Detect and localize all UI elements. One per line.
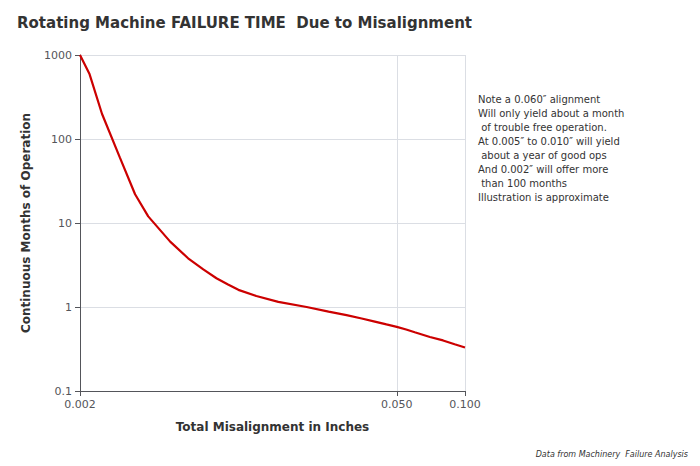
svg-text:Note a 0.060″ alignment: Note a 0.060″ alignment	[478, 94, 600, 105]
svg-text:1000: 1000	[44, 49, 72, 62]
svg-text:Illustration is approximate: Illustration is approximate	[478, 192, 609, 203]
svg-text:Data from Machinery Failure A: Data from Machinery Failure Analysis	[536, 450, 688, 459]
svg-text:0.100: 0.100	[449, 398, 481, 411]
svg-text:than 100 months: than 100 months	[478, 178, 567, 189]
svg-text:Will only yield about a month: Will only yield about a month	[478, 108, 624, 119]
svg-text:about a year of good ops: about a year of good ops	[478, 150, 607, 161]
svg-text:100: 100	[51, 133, 72, 146]
svg-text:0.1: 0.1	[55, 385, 73, 398]
svg-text:Total Misalignment in Inches: Total Misalignment in Inches	[176, 420, 370, 434]
svg-text:0.002: 0.002	[64, 398, 96, 411]
svg-text:And 0.002″ will offer more: And 0.002″ will offer more	[478, 164, 608, 175]
svg-text:1: 1	[65, 301, 72, 314]
svg-text:of trouble free operation.: of trouble free operation.	[478, 122, 607, 133]
svg-text:Continuous Months of Operation: Continuous Months of Operation	[19, 113, 33, 333]
svg-text:0.050: 0.050	[381, 398, 413, 411]
svg-text:10: 10	[58, 217, 72, 230]
svg-text:Rotating Machine FAILURE TIME: Rotating Machine FAILURE TIME Due to Mis…	[17, 14, 472, 32]
svg-text:At 0.005″ to 0.010″ will yield: At 0.005″ to 0.010″ will yield	[478, 136, 620, 147]
